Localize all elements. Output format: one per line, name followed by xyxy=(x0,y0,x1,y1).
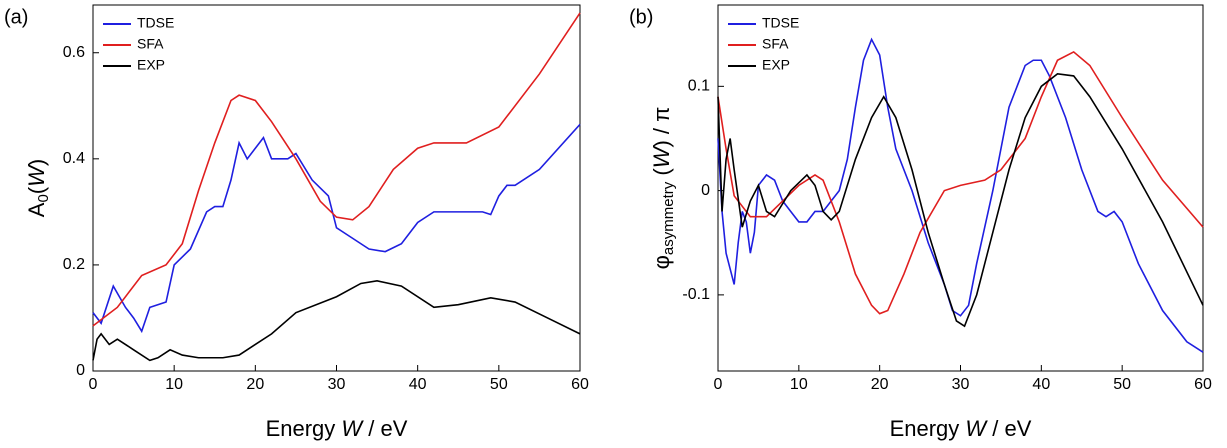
data-line xyxy=(717,72,1204,328)
legend-label: TDSE xyxy=(762,15,799,31)
label-part: W xyxy=(649,145,674,168)
legend-label: TDSE xyxy=(137,15,174,31)
y-tick-label: 0.1 xyxy=(688,78,710,95)
plot-frame xyxy=(92,4,581,372)
label-part: W xyxy=(965,416,988,441)
legend-label: SFA xyxy=(762,36,789,52)
data-line xyxy=(92,280,581,362)
y-tick-label: 0.6 xyxy=(63,44,85,61)
label-part: Energy xyxy=(890,416,966,441)
x-tick-label: 20 xyxy=(871,376,889,393)
x-tick-label: 40 xyxy=(1032,376,1050,393)
y-axis-label: φasymmetry (W) / π xyxy=(649,107,677,270)
label-part: A xyxy=(24,202,49,217)
x-axis-label: Energy W / eV xyxy=(890,416,1032,441)
y-axis-label: A0(W) xyxy=(24,159,52,217)
label-part: W xyxy=(341,416,364,441)
label-part: ) xyxy=(24,159,49,166)
legend-label: EXP xyxy=(762,57,790,73)
panel-label: (a) xyxy=(4,6,28,28)
x-tick-label: 20 xyxy=(246,376,264,393)
legend-label: SFA xyxy=(137,36,164,52)
x-tick-label: 60 xyxy=(1194,376,1212,393)
x-tick-label: 0 xyxy=(714,376,723,393)
x-tick-label: 50 xyxy=(1113,376,1131,393)
label-part: ( xyxy=(649,168,674,182)
x-tick-label: 60 xyxy=(571,376,589,393)
y-tick-label: -0.1 xyxy=(682,286,710,303)
data-line xyxy=(717,37,1204,353)
x-tick-label: 50 xyxy=(490,376,508,393)
x-tick-label: 10 xyxy=(165,376,183,393)
panel-label: (b) xyxy=(629,6,653,28)
label-part: / eV xyxy=(362,416,408,441)
y-tick-label: 0.2 xyxy=(63,256,85,273)
data-line xyxy=(92,12,581,327)
y-tick-label: 0 xyxy=(76,362,85,379)
x-tick-label: 10 xyxy=(790,376,808,393)
label-part: 0 xyxy=(35,194,52,202)
label-part: Energy xyxy=(266,416,342,441)
label-part: asymmetry xyxy=(660,181,677,255)
x-tick-label: 30 xyxy=(328,376,346,393)
x-axis-label: Energy W / eV xyxy=(266,416,408,441)
data-line xyxy=(717,50,1204,315)
label-part: ( xyxy=(24,186,49,194)
x-tick-label: 40 xyxy=(409,376,427,393)
label-part: / eV xyxy=(986,416,1032,441)
legend-label: EXP xyxy=(137,57,165,73)
label-part: ) / π xyxy=(649,107,674,148)
label-part: W xyxy=(24,164,49,187)
data-line xyxy=(92,123,581,334)
y-tick-label: 0.4 xyxy=(63,150,85,167)
x-tick-label: 0 xyxy=(89,376,98,393)
y-tick-label: 0 xyxy=(701,182,710,199)
x-tick-label: 30 xyxy=(952,376,970,393)
label-part: φ xyxy=(649,255,674,269)
